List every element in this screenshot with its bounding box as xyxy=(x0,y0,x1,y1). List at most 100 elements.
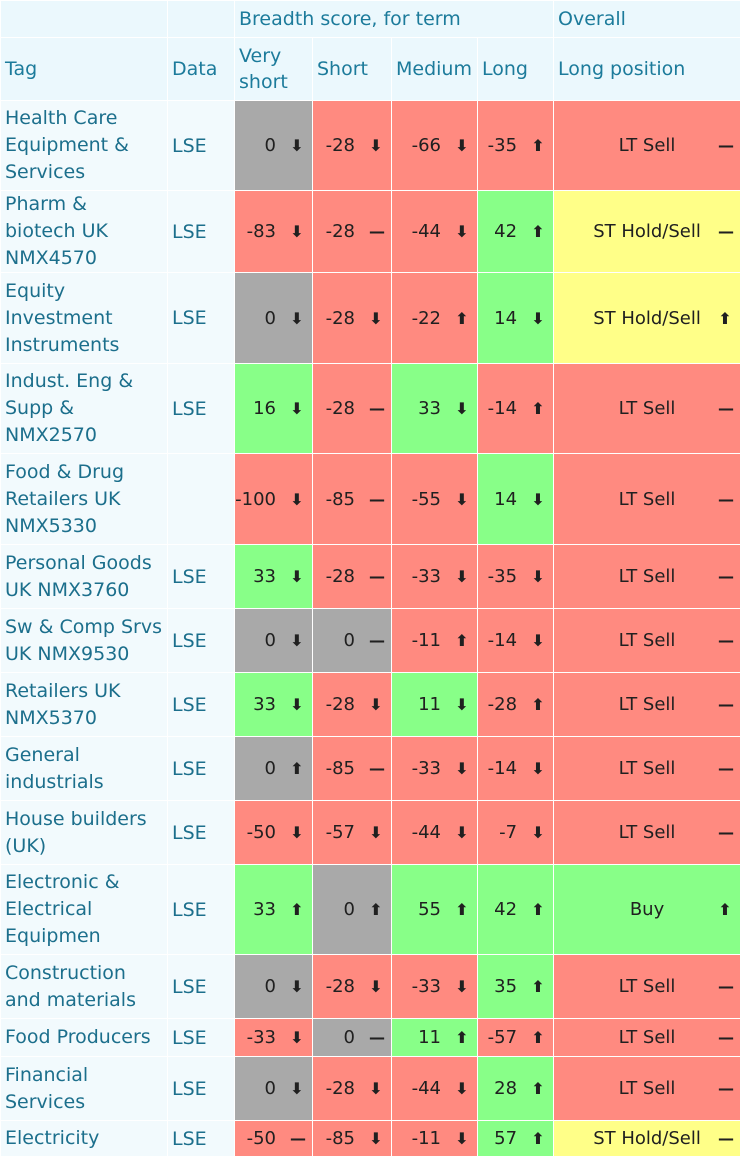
long-position-cell: LT Sell— xyxy=(554,673,740,737)
medium-score-value: -66 xyxy=(412,135,441,156)
short-score-value: -85 xyxy=(326,758,355,779)
medium-score-value: 33 xyxy=(418,398,441,419)
short-score-value: 0 xyxy=(344,899,355,920)
long-score-cell: -14⬆ xyxy=(478,364,554,454)
arrow-down-icon: ⬇ xyxy=(455,567,469,586)
long-score-cell: 42 ⬆ xyxy=(478,865,554,955)
dash-icon: — xyxy=(718,823,732,842)
very-short-score-cell: -33⬇ xyxy=(235,1019,313,1057)
arrow-up-icon: ⬆ xyxy=(531,222,545,241)
arrow-down-icon: ⬇ xyxy=(455,823,469,842)
medium-score-value: -44 xyxy=(412,221,441,242)
medium-score-cell: 11⬆ xyxy=(392,1019,478,1057)
row-data-source: LSE xyxy=(168,673,235,737)
long-position-label: LT Sell xyxy=(554,566,740,587)
row-data-source: LSE xyxy=(168,737,235,801)
long-position-cell: ST Hold/Sell— xyxy=(554,191,740,273)
long-position-cell: LT Sell— xyxy=(554,545,740,609)
blank-header xyxy=(168,1,235,38)
short-score-cell: -28 ⬇ xyxy=(313,273,392,364)
long-score-value: -14 xyxy=(488,758,517,779)
arrow-down-icon: ⬇ xyxy=(290,490,304,509)
long-position-cell: LT Sell— xyxy=(554,454,740,545)
short-score-cell: -28— xyxy=(313,545,392,609)
row-tag: Pharm & biotech UK NMX4570 xyxy=(1,191,168,273)
arrow-up-icon: ⬆ xyxy=(531,900,545,919)
long-position-cell: ST Hold/Sell⬆ xyxy=(554,273,740,364)
arrow-up-icon: ⬆ xyxy=(531,977,545,996)
long-position-cell: LT Sell— xyxy=(554,609,740,673)
arrow-down-icon: ⬇ xyxy=(369,695,383,714)
dash-icon: — xyxy=(369,490,383,509)
long-score-value: 14 xyxy=(494,308,517,329)
table-row: Food & Drug Retailers UK NMX5330-100⬇-85… xyxy=(1,454,740,545)
very-short-score-value: -100 xyxy=(235,489,276,510)
long-position-label: ST Hold/Sell xyxy=(554,221,740,242)
long-score-value: 42 xyxy=(494,899,517,920)
short-score-cell: -28⬇ xyxy=(313,101,392,191)
very-short-score-value: -50 xyxy=(247,1128,276,1149)
medium-score-cell: -33 ⬇ xyxy=(392,955,478,1019)
very-short-score-value: -33 xyxy=(247,1027,276,1048)
arrow-up-icon: ⬆ xyxy=(531,1129,545,1148)
very-short-score-cell: -100 ⬇ xyxy=(235,454,313,545)
arrow-down-icon: ⬇ xyxy=(290,309,304,328)
row-tag: Electricity xyxy=(1,1121,168,1157)
long-position-cell: LT Sell— xyxy=(554,801,740,865)
arrow-down-icon: ⬇ xyxy=(455,136,469,155)
row-tag: Health Care Equipment & Services xyxy=(1,101,168,191)
very-short-score-value: 0 xyxy=(265,758,276,779)
arrow-down-icon: ⬇ xyxy=(531,567,545,586)
long-position-label: LT Sell xyxy=(554,630,740,651)
short-column-header: Short xyxy=(313,38,392,101)
short-score-value: -85 xyxy=(326,489,355,510)
arrow-down-icon: ⬇ xyxy=(369,309,383,328)
header-row-top: Breadth score, for term Overall xyxy=(1,1,740,38)
medium-score-value: -33 xyxy=(412,976,441,997)
dash-icon: — xyxy=(369,567,383,586)
row-data-source: LSE xyxy=(168,1019,235,1057)
very-short-score-value: 33 xyxy=(253,566,276,587)
arrow-up-icon: ⬆ xyxy=(531,399,545,418)
short-score-value: -28 xyxy=(326,976,355,997)
row-data-source: LSE xyxy=(168,865,235,955)
row-data-source: LSE xyxy=(168,1121,235,1157)
dash-icon: — xyxy=(369,759,383,778)
medium-score-value: -44 xyxy=(412,822,441,843)
short-score-value: -28 xyxy=(326,308,355,329)
long-position-label: ST Hold/Sell xyxy=(554,1128,740,1149)
long-position-cell: LT Sell— xyxy=(554,101,740,191)
long-score-value: -14 xyxy=(488,630,517,651)
header-row-sub: Tag Data Very short Short Medium Long Lo… xyxy=(1,38,740,101)
short-score-cell: -28— xyxy=(313,364,392,454)
arrow-down-icon: ⬇ xyxy=(290,1079,304,1098)
very-short-score-cell: 33⬆ xyxy=(235,865,313,955)
very-short-score-cell: 0⬇ xyxy=(235,609,313,673)
very-short-score-value: 0 xyxy=(265,308,276,329)
long-position-cell: ST Hold/Sell— xyxy=(554,1121,740,1157)
arrow-down-icon: ⬇ xyxy=(290,567,304,586)
very-short-score-value: 0 xyxy=(265,135,276,156)
arrow-down-icon: ⬇ xyxy=(455,977,469,996)
arrow-down-icon: ⬇ xyxy=(290,631,304,650)
long-position-cell: LT Sell— xyxy=(554,1057,740,1121)
very-short-score-value: 0 xyxy=(265,630,276,651)
long-position-cell: LT Sell— xyxy=(554,737,740,801)
long-position-label: LT Sell xyxy=(554,1027,740,1048)
arrow-down-icon: ⬇ xyxy=(531,309,545,328)
long-position-label: LT Sell xyxy=(554,489,740,510)
dash-icon: — xyxy=(290,1129,304,1148)
long-position-label: LT Sell xyxy=(554,398,740,419)
very-short-score-cell: 33⬇ xyxy=(235,673,313,737)
arrow-up-icon: ⬆ xyxy=(455,1028,469,1047)
very-short-score-value: -83 xyxy=(247,221,276,242)
row-tag: Food Producers xyxy=(1,1019,168,1057)
row-tag: Construction and materials xyxy=(1,955,168,1019)
arrow-up-icon: ⬆ xyxy=(718,309,732,328)
long-score-cell: 57⬆ xyxy=(478,1121,554,1157)
arrow-down-icon: ⬇ xyxy=(290,136,304,155)
